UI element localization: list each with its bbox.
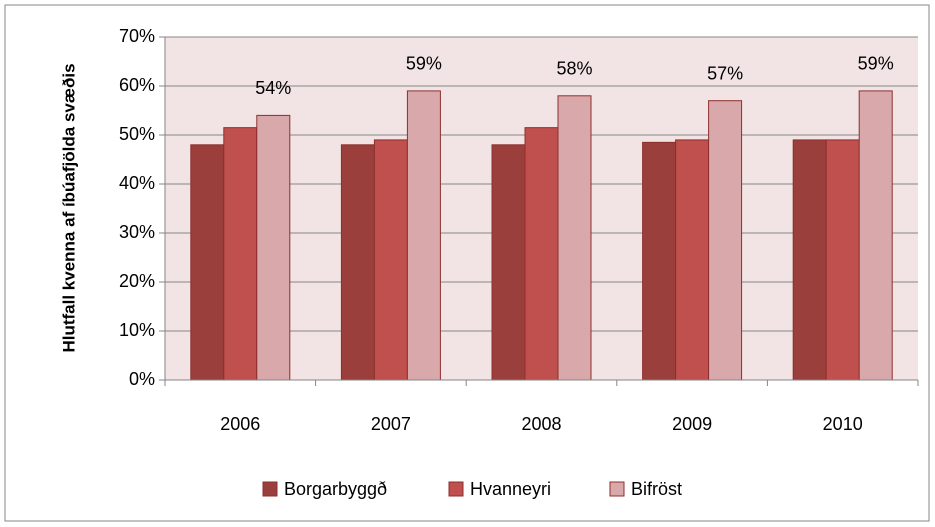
- legend-swatch: [448, 481, 464, 497]
- bar: [642, 141, 677, 381]
- data-label: 57%: [707, 63, 743, 83]
- y-tick-label: 60%: [119, 75, 155, 95]
- bar: [675, 139, 710, 381]
- bar: [190, 144, 225, 381]
- bar: [406, 90, 441, 381]
- bar: [708, 100, 743, 381]
- legend-swatch: [262, 481, 278, 497]
- x-tick-label: 2006: [220, 414, 260, 434]
- data-label: 58%: [556, 59, 592, 79]
- bar: [373, 139, 408, 381]
- bar: [524, 127, 559, 381]
- x-tick-label: 2009: [672, 414, 712, 434]
- y-tick-label: 10%: [119, 320, 155, 340]
- x-tick-label: 2007: [371, 414, 411, 434]
- legend-swatch: [609, 481, 625, 497]
- bar: [557, 95, 592, 381]
- data-label: 54%: [255, 78, 291, 98]
- y-tick-label: 0%: [129, 369, 155, 389]
- legend-label: Hvanneyri: [470, 479, 551, 499]
- data-label: 59%: [406, 54, 442, 74]
- legend-label: Borgarbyggð: [284, 479, 387, 499]
- y-tick-label: 70%: [119, 26, 155, 46]
- bar: [825, 139, 860, 381]
- legend-label: Bifröst: [631, 479, 682, 499]
- x-tick-label: 2008: [521, 414, 561, 434]
- x-tick-label: 2010: [823, 414, 863, 434]
- y-axis-label: Hlutfall kvenna af íbúafjölda svæðis: [59, 63, 78, 352]
- bar: [223, 127, 258, 381]
- y-tick-label: 20%: [119, 271, 155, 291]
- y-tick-label: 40%: [119, 173, 155, 193]
- bar: [256, 114, 291, 381]
- bar: [792, 139, 827, 381]
- bar: [491, 144, 526, 381]
- y-tick-label: 30%: [119, 222, 155, 242]
- bar: [858, 90, 893, 381]
- data-label: 59%: [858, 54, 894, 74]
- bar: [340, 144, 375, 381]
- y-tick-label: 50%: [119, 124, 155, 144]
